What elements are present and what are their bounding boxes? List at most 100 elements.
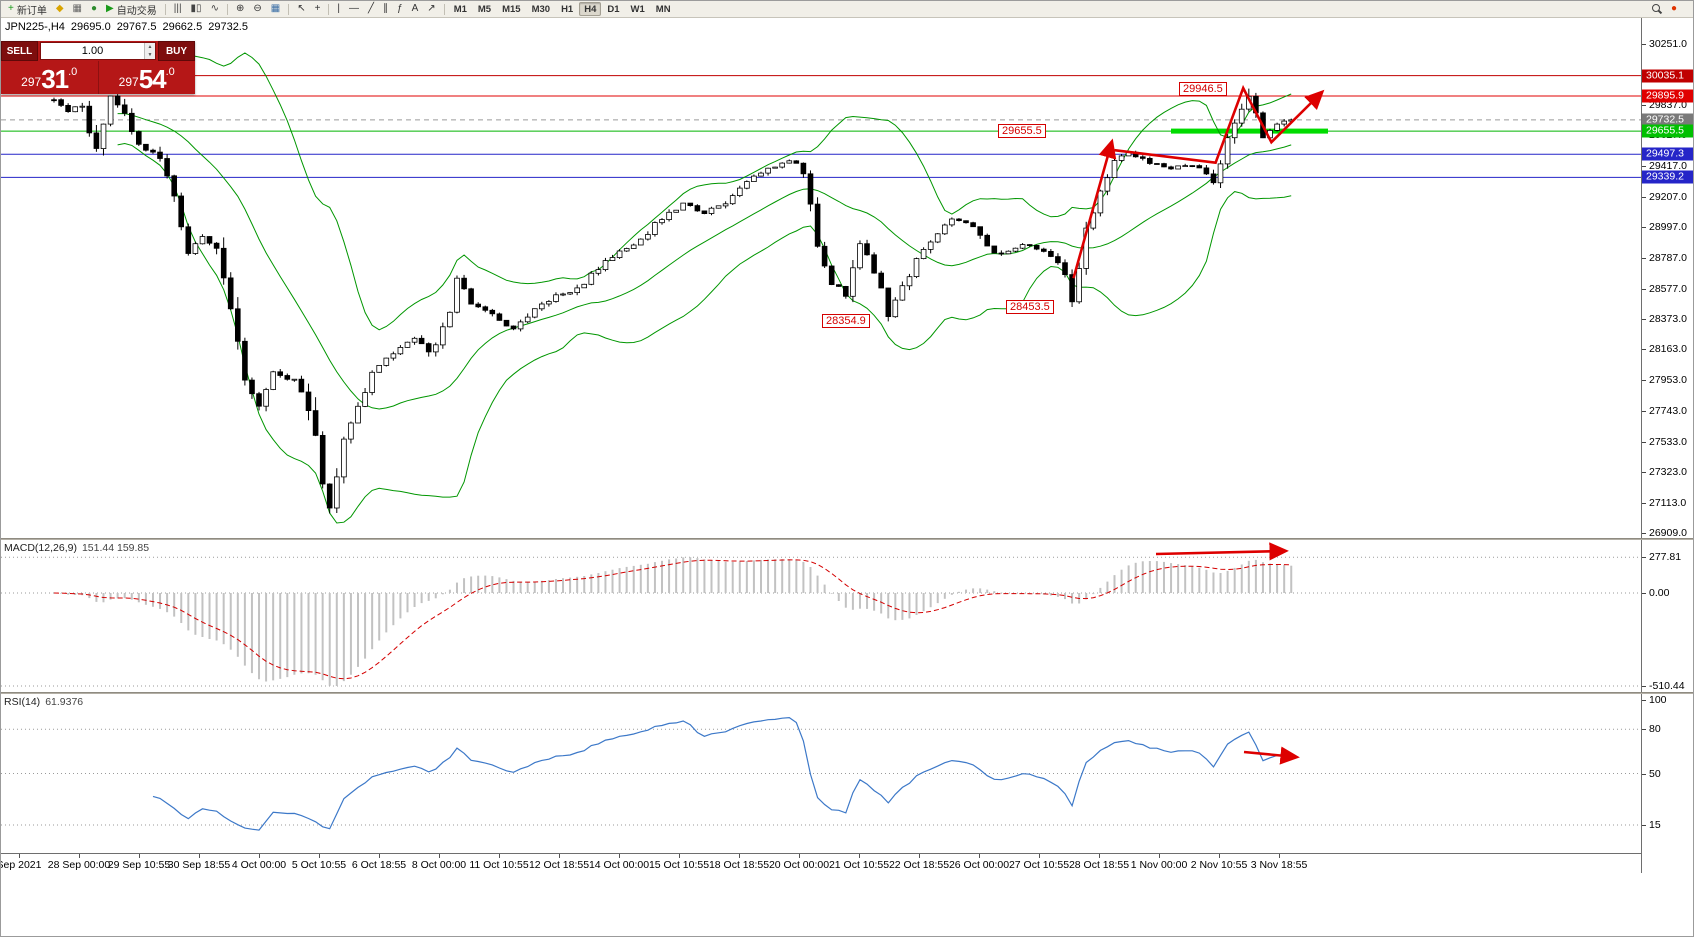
timeframe-d1-button[interactable]: D1: [607, 4, 620, 15]
price-callout[interactable]: 28453.5: [1006, 300, 1054, 314]
zoom-in-button[interactable]: ⊕: [232, 2, 248, 17]
axis-tick-mark: [1642, 442, 1646, 443]
channel-button[interactable]: ∥: [379, 2, 392, 17]
volume-value[interactable]: 1.00: [81, 45, 104, 57]
axis-tick-mark: [1642, 44, 1646, 45]
time-tick-mark: [1039, 854, 1040, 858]
time-tick-mark: [559, 854, 560, 858]
timeframe-h1-button[interactable]: H1: [561, 4, 574, 15]
horizontal-line-icon: —: [349, 3, 360, 14]
price-callout[interactable]: 29946.5: [1179, 82, 1227, 96]
trend-arrow-1[interactable]: [1072, 138, 1117, 279]
timeframe-m15-button[interactable]: M15: [502, 4, 521, 15]
quick-alert-button[interactable]: ●: [1667, 2, 1681, 17]
rsi-label: RSI(14) 61.9376: [4, 696, 83, 708]
time-tick-label: 14 Oct 00:00: [588, 859, 650, 871]
arrow-object-button[interactable]: ↗: [423, 2, 439, 17]
macd-indicator-panel[interactable]: MACD(12,26,9) 151.44 159.85: [1, 540, 1641, 692]
buy-price-frac: .0: [165, 66, 175, 78]
volume-field[interactable]: 1.00 ▲ ▼: [40, 42, 156, 60]
price-level-badge: 29497.3: [1642, 147, 1693, 161]
volume-down-button[interactable]: ▼: [145, 51, 155, 59]
price-level-badge: 29655.5: [1642, 124, 1693, 138]
axis-tick-mark: [1642, 227, 1646, 228]
time-tick-mark: [1159, 854, 1160, 858]
time-tick-label: 21 Oct 10:55: [828, 859, 890, 871]
price-tick-label: 27113.0: [1649, 497, 1687, 509]
volume-up-button[interactable]: ▲: [145, 43, 155, 51]
time-tick-mark: [199, 854, 200, 858]
buy-button[interactable]: BUY: [158, 41, 195, 61]
axis-tick-mark: [1642, 197, 1646, 198]
cursor-button[interactable]: ↖: [293, 2, 309, 17]
trendline-button[interactable]: ╱: [364, 2, 378, 17]
panel-splitter-rsi[interactable]: [1, 692, 1693, 694]
price-callout[interactable]: 28354.9: [822, 314, 870, 328]
tile-windows-button[interactable]: ▦: [267, 2, 284, 17]
candlestick-chart-button[interactable]: ▮▯: [187, 2, 206, 17]
text-icon: A: [411, 3, 419, 14]
metaeditor-button[interactable]: ◆: [52, 2, 68, 17]
panel-splitter-macd[interactable]: [1, 538, 1693, 540]
buy-price-pips: 54: [138, 64, 167, 95]
axis-tick-mark: [1642, 593, 1646, 594]
time-tick-label: 29 Sep 10:55: [107, 859, 171, 871]
price-tick-label: 29417.0: [1649, 160, 1687, 172]
macd-axis-label: 0.00: [1649, 587, 1670, 599]
market-watch-button[interactable]: ▦: [69, 2, 86, 17]
timeframe-m30-button[interactable]: M30: [531, 4, 551, 15]
fibonacci-button[interactable]: ƒ: [393, 2, 407, 17]
timeframe-mn-button[interactable]: MN: [655, 4, 671, 15]
rsi-indicator-panel[interactable]: RSI(14) 61.9376: [1, 694, 1641, 853]
time-tick-mark: [1219, 854, 1220, 858]
axis-tick-mark: [1642, 319, 1646, 320]
quote-symbol-period: JPN225-,H4: [5, 21, 65, 33]
candlestick-chart[interactable]: [1, 18, 1641, 538]
time-tick-mark: [1099, 854, 1100, 858]
sell-price[interactable]: 297 31 .0: [1, 61, 99, 94]
search-button[interactable]: [1647, 2, 1666, 17]
new-order-button[interactable]: + 新订单: [4, 2, 51, 17]
price-tick-label: 27743.0: [1649, 405, 1687, 417]
text-button[interactable]: A: [408, 2, 423, 17]
line-chart-button[interactable]: ∿: [207, 2, 223, 17]
time-tick-label: 2 Nov 10:55: [1190, 859, 1248, 871]
main-chart-panel[interactable]: JPN225-,H4 29695.0 29767.5 29662.5 29732.5 S…: [1, 18, 1641, 538]
macd-axis-label: -510.44: [1649, 680, 1685, 692]
rsi-name: RSI(14): [4, 696, 41, 708]
price-tick-label: 29207.0: [1649, 191, 1687, 203]
navigator-button[interactable]: ●: [87, 2, 101, 17]
autotrading-button[interactable]: ▶ 自动交易: [102, 2, 161, 17]
price-tick-label: 28787.0: [1649, 252, 1687, 264]
cursor-icon: ↖: [297, 3, 306, 14]
candlestick-chart-icon: ▮▯: [190, 3, 202, 14]
rsi-axis-label: 100: [1649, 694, 1667, 706]
quote-high: 29767.5: [116, 21, 157, 33]
buy-price[interactable]: 297 54 .0: [99, 61, 196, 94]
volume-stepper: ▲ ▼: [144, 43, 155, 59]
horizontal-line-button[interactable]: —: [345, 2, 363, 17]
timeframe-h4-button[interactable]: H4: [579, 2, 602, 16]
rsi-value: 61.9376: [45, 696, 84, 708]
vertical-line-button[interactable]: |: [333, 2, 344, 17]
rsi-line: [152, 716, 1292, 831]
price-callout[interactable]: 29655.5: [998, 124, 1046, 138]
main-toolbar: + 新订单 ◆ ▦ ● ▶ 自动交易 ||| ▮▯ ∿ ⊕ ⊖ ▦ ↖ + | — ╱ ∥ ƒ A ↗ M1 M5 M15 M30…: [1, 1, 1693, 18]
time-tick-mark: [619, 854, 620, 858]
price-axis[interactable]: 30251.029837.029627.029417.029207.028997…: [1641, 18, 1693, 873]
timeframe-m5-button[interactable]: M5: [477, 4, 492, 15]
time-tick-label: 22 Oct 18:55: [888, 859, 950, 871]
crosshair-button[interactable]: +: [311, 2, 325, 17]
zoom-out-button[interactable]: ⊖: [249, 2, 265, 17]
macd-plot: [1, 542, 1641, 687]
bar-chart-button[interactable]: |||: [170, 2, 186, 17]
axis-tick-mark: [1642, 472, 1646, 473]
trend-arrow-2[interactable]: [1114, 84, 1325, 165]
timeframe-m1-button[interactable]: M1: [453, 4, 467, 15]
bollinger-middle: [117, 113, 1292, 410]
time-axis[interactable]: Sep 2021 28 Sep 00:00 29 Sep 10:55 30 Sep 1…: [1, 853, 1641, 873]
sell-button[interactable]: SELL: [1, 41, 38, 61]
bollinger-lower: [117, 142, 1292, 524]
timeframe-w1-button[interactable]: W1: [630, 4, 645, 15]
bollinger-upper: [117, 52, 1292, 331]
